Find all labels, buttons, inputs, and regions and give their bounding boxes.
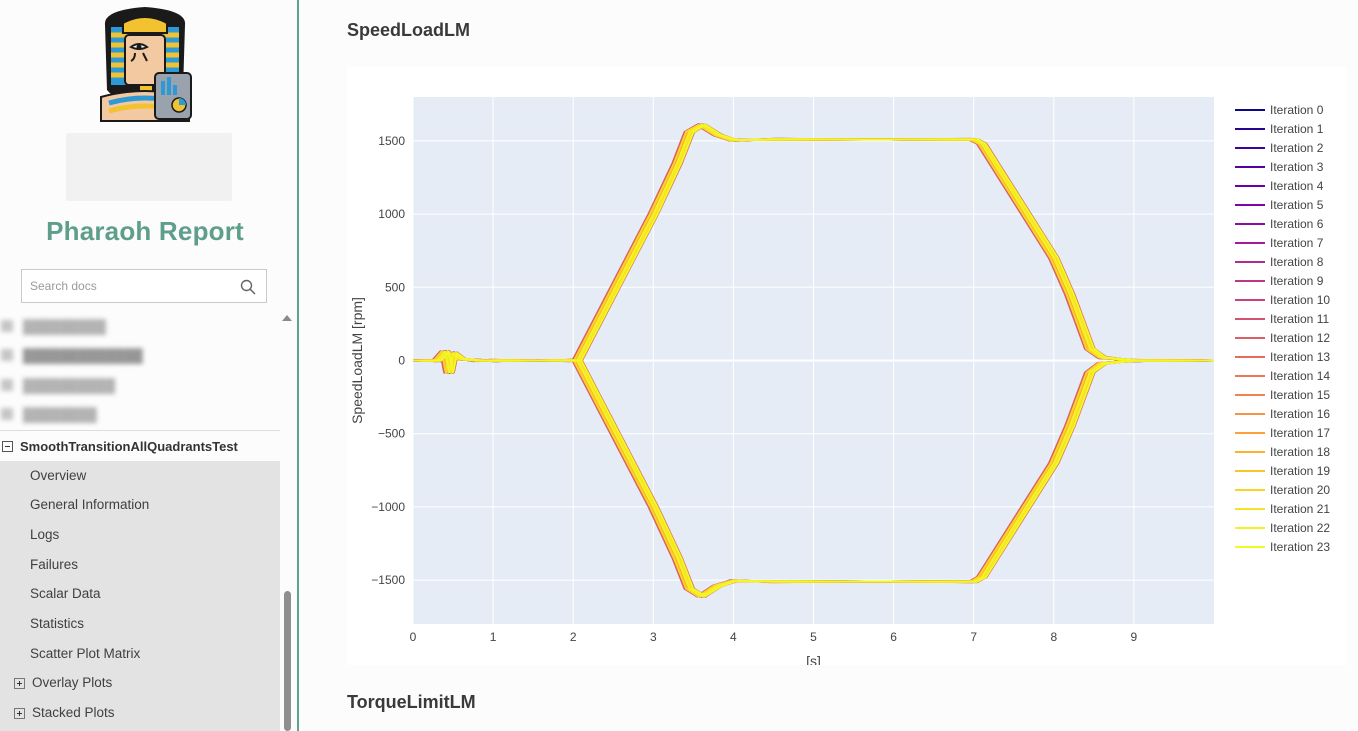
x-tick-label: 6 (890, 630, 897, 644)
series-line (416, 350, 1214, 597)
legend-item[interactable]: Iteration 19 (1270, 464, 1330, 478)
legend-item[interactable]: Iteration 14 (1270, 369, 1330, 383)
legend-item[interactable]: Iteration 10 (1270, 293, 1330, 307)
legend-item[interactable]: Iteration 15 (1270, 388, 1330, 402)
subnav-statistics[interactable]: Statistics (30, 616, 85, 631)
subnav-overview[interactable]: Overview (30, 468, 87, 483)
subnav-stacked-plots-label: Stacked Plots (32, 705, 115, 720)
x-tick-label: 2 (570, 630, 577, 644)
legend-item[interactable]: Iteration 1 (1270, 122, 1324, 136)
y-tick-label: −1000 (371, 500, 405, 514)
x-tick-label: 1 (490, 630, 497, 644)
legend-item[interactable]: Iteration 5 (1270, 198, 1324, 212)
blurred-test-item[interactable]: ████████ (0, 399, 280, 429)
sidebar-scrollbar-thumb[interactable] (284, 591, 291, 731)
blurred-test-item[interactable]: ██████████ (0, 370, 280, 400)
y-tick-label: 0 (398, 354, 405, 368)
expand-icon[interactable] (14, 677, 25, 689)
legend-item[interactable]: Iteration 8 (1270, 255, 1324, 269)
legend-item[interactable]: Iteration 0 (1270, 103, 1324, 117)
legend-item[interactable]: Iteration 20 (1270, 483, 1330, 497)
series-line (413, 350, 1214, 598)
tree-divider (0, 430, 280, 431)
active-test-item[interactable]: SmoothTransitionAllQuadrantsTest (0, 431, 280, 461)
legend-item[interactable]: Iteration 3 (1270, 160, 1324, 174)
legend-item[interactable]: Iteration 21 (1270, 502, 1330, 516)
legend-item[interactable]: Iteration 13 (1270, 350, 1330, 364)
subnav-scatter-plot-matrix[interactable]: Scatter Plot Matrix (30, 646, 141, 661)
subnav-general-information[interactable]: General Information (30, 497, 150, 512)
sidebar: Pharaoh Report █████████ █████████████ █… (0, 0, 299, 731)
search-icon[interactable] (240, 279, 256, 295)
subnav-overlay-plots[interactable]: Overlay Plots (12, 673, 112, 693)
section-title-speedloadlm: SpeedLoadLM (347, 20, 471, 40)
legend-item[interactable]: Iteration 2 (1270, 141, 1324, 155)
subnav-scalar-data[interactable]: Scalar Data (30, 586, 101, 601)
subnav-overlay-plots-label: Overlay Plots (32, 675, 113, 690)
legend-item[interactable]: Iteration 6 (1270, 217, 1324, 231)
expand-icon (1, 349, 13, 361)
collapse-icon[interactable] (2, 440, 13, 452)
legend-item[interactable]: Iteration 16 (1270, 407, 1330, 421)
x-tick-label: 4 (730, 630, 737, 644)
y-tick-label: 500 (385, 280, 405, 294)
y-tick-label: 1000 (378, 207, 405, 221)
plot-card: 0 1 2 3 4 5 6 7 8 9 −1500 −1000 −500 0 500 1000 1500 [s] S… (347, 67, 1347, 665)
y-tick-label: −500 (378, 427, 405, 441)
blurred-test-item[interactable]: █████████ (0, 311, 280, 341)
project-title[interactable]: Pharaoh Report (46, 216, 244, 246)
x-tick-label: 5 (810, 630, 817, 644)
x-axis-label: [s] (806, 653, 821, 665)
blurred-test-item[interactable]: █████████████ (0, 340, 280, 370)
search-box[interactable] (21, 269, 267, 303)
pharaoh-logo[interactable] (95, 5, 195, 125)
x-tick-label: 7 (970, 630, 977, 644)
legend-item[interactable]: Iteration 11 (1270, 312, 1329, 326)
x-tick-label: 9 (1131, 630, 1138, 644)
x-tick-label: 3 (650, 630, 657, 644)
scroll-up-arrow-icon[interactable] (282, 315, 292, 321)
search-input[interactable] (28, 278, 232, 294)
legend-item[interactable]: Iteration 12 (1270, 331, 1330, 345)
speed-load-chart[interactable]: 0 1 2 3 4 5 6 7 8 9 −1500 −1000 −500 0 500 1000 1500 [s] S… (347, 67, 1347, 665)
active-test-label: SmoothTransitionAllQuadrantsTest (20, 438, 238, 454)
subnav-stacked-plots[interactable]: Stacked Plots (12, 703, 115, 723)
legend-item[interactable]: Iteration 7 (1270, 236, 1324, 250)
legend-item[interactable]: Iteration 23 (1270, 540, 1330, 554)
subnav-logs[interactable]: Logs (30, 527, 60, 542)
blurred-banner (66, 133, 232, 201)
legend-item[interactable]: Iteration 18 (1270, 445, 1330, 459)
expand-icon (1, 379, 13, 391)
expand-icon (1, 320, 13, 332)
legend-item[interactable]: Iteration 9 (1270, 274, 1324, 288)
subnav-failures[interactable]: Failures (30, 557, 79, 572)
legend-item[interactable]: Iteration 22 (1270, 521, 1330, 535)
legend-item[interactable]: Iteration 4 (1270, 179, 1324, 193)
test-subnav: Overview General Information Logs Failur… (0, 461, 280, 731)
y-tick-label: 1500 (378, 134, 405, 148)
x-tick-label: 8 (1050, 630, 1057, 644)
y-axis-label: SpeedLoadLM [rpm] (349, 297, 365, 424)
expand-icon[interactable] (14, 707, 25, 719)
legend-item[interactable]: Iteration 17 (1270, 426, 1330, 440)
expand-icon (1, 408, 13, 420)
x-tick-label: 0 (410, 630, 417, 644)
main-content: SpeedLoadLM 0 1 2 3 4 5 6 7 8 9 −1500 −1000 −500 0 500… (299, 0, 1358, 731)
section-title-torquelimitlm: TorqueLimitLM (347, 692, 476, 712)
y-tick-label: −1500 (371, 573, 405, 587)
